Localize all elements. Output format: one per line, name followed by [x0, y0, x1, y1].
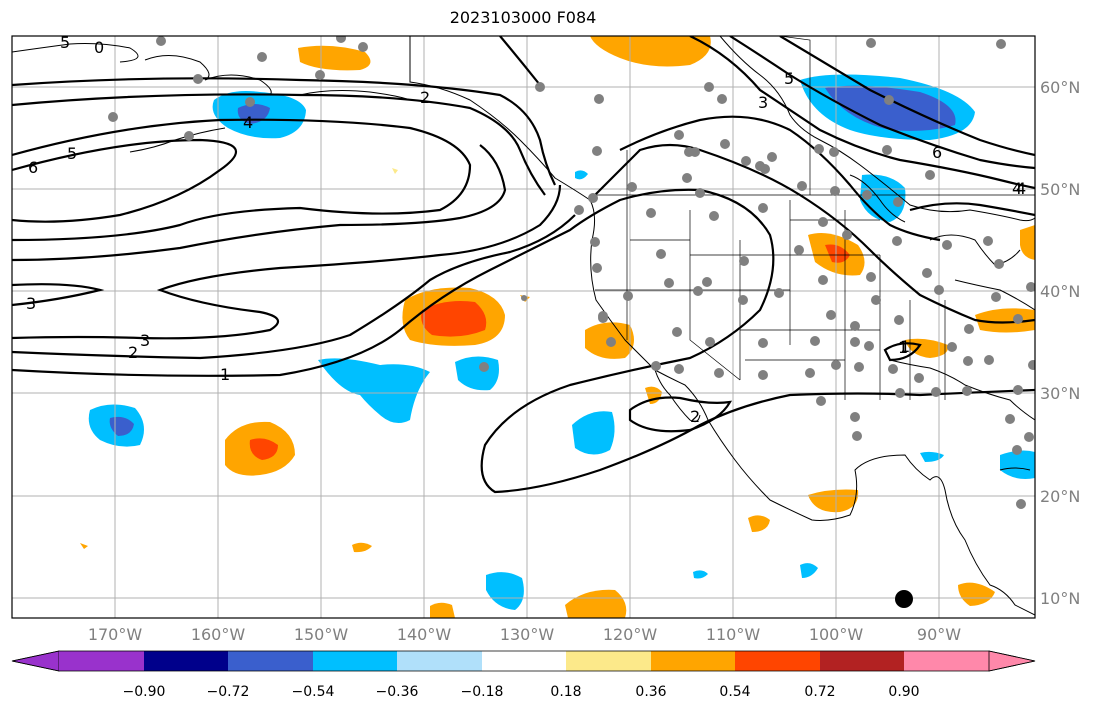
colorbar-segment	[397, 651, 482, 671]
contour-label: 3	[758, 93, 768, 112]
contour-label: 4	[1016, 179, 1026, 198]
colorbar-segment	[313, 651, 397, 671]
colorbar-segment	[904, 651, 989, 671]
colorbar-segment	[482, 651, 566, 671]
contour-label: 1	[220, 365, 230, 384]
lat-label: 60°N	[1040, 78, 1081, 97]
contour-label: 2	[690, 407, 700, 426]
lon-label: 140°W	[396, 625, 452, 644]
lat-label: 10°N	[1040, 589, 1081, 608]
lon-label: 110°W	[705, 625, 761, 644]
contour-label: 1	[898, 338, 908, 357]
contour-label: 4	[1012, 179, 1022, 198]
contour-label: 5	[784, 69, 794, 88]
lon-label: 120°W	[602, 625, 658, 644]
anomaly-orange	[975, 308, 1035, 333]
coastlines	[12, 36, 1035, 616]
lat-label: 40°N	[1040, 282, 1081, 301]
contour-label: 2	[420, 88, 430, 107]
marker-black-dot	[895, 590, 913, 608]
lon-label: 100°W	[808, 625, 864, 644]
colorbar-segment	[228, 651, 313, 671]
anomaly-red	[825, 244, 850, 263]
colorbar-high-extend	[988, 650, 1036, 672]
anomaly-orange	[590, 36, 711, 67]
colorbar-tick-label: 0.72	[804, 684, 836, 700]
contour-label: 3	[140, 331, 150, 350]
station-markers	[108, 36, 1035, 509]
lat-label: 20°N	[1040, 487, 1081, 506]
anomaly-darkblue	[825, 85, 956, 131]
contour-label: 4	[243, 113, 253, 132]
contour-label: 5	[67, 144, 77, 163]
colorbar-tick-label: −0.72	[206, 684, 250, 700]
anomaly-blue	[800, 563, 818, 578]
anomaly-blue	[693, 570, 708, 579]
anomaly-blue	[575, 170, 588, 180]
contour-label: 6	[932, 143, 942, 162]
colorbar-tick-label: −0.18	[460, 684, 504, 700]
anomaly-orange	[1020, 225, 1035, 260]
lon-label: 160°W	[190, 625, 246, 644]
contour-labels: 5 6 5 4 3 2 1 3 2 1 2 3 4 5 6 1 0 4	[26, 33, 1026, 426]
anomaly-blue	[318, 358, 430, 424]
colorbar-segment	[651, 651, 735, 671]
contour-label: 6	[28, 158, 38, 177]
colorbar	[11, 650, 1036, 672]
lon-label: 90°W	[916, 625, 962, 644]
colorbar-segment	[566, 651, 651, 671]
contour-lines	[12, 36, 1035, 494]
map-title: 2023103000 F084	[449, 8, 597, 27]
anomaly-darkblue	[109, 416, 134, 436]
lon-label: 150°W	[293, 625, 349, 644]
colorbar-segment	[144, 651, 228, 671]
colorbar-tick-label: 0.18	[550, 684, 582, 700]
anomaly-orange	[80, 543, 88, 549]
colorbar-outline	[11, 650, 1036, 672]
colorbar-segment	[59, 651, 144, 671]
map-frame	[11, 35, 1036, 619]
anomaly-red	[249, 438, 278, 460]
contour-label: 3	[26, 294, 36, 313]
contour-label: 5	[60, 33, 70, 52]
anomaly-orange	[748, 515, 770, 532]
contour-label: 2	[128, 343, 138, 362]
anomaly-yellow	[392, 168, 398, 174]
anomaly-blue	[1000, 450, 1035, 479]
anomaly-orange	[808, 489, 859, 513]
colorbar-tick-label: 0.90	[888, 684, 920, 700]
colorbar-tick-label: −0.54	[291, 684, 335, 700]
colorbar-segment	[735, 651, 820, 671]
anomaly-orange	[352, 542, 372, 553]
contour-label: 1	[900, 337, 910, 356]
anomaly-blue	[920, 451, 944, 462]
colorbar-tick-label: −0.90	[122, 684, 166, 700]
lon-label: 130°W	[499, 625, 555, 644]
anomaly-red	[421, 301, 487, 337]
anomaly-orange	[565, 589, 627, 618]
anomaly-orange	[958, 582, 995, 606]
colorbar-tick-label: 0.54	[719, 684, 751, 700]
colorbar-tick-label: −0.36	[375, 684, 419, 700]
lon-label: 170°W	[87, 625, 143, 644]
lat-label: 50°N	[1040, 180, 1081, 199]
lat-label: 30°N	[1040, 384, 1081, 403]
anomaly-orange	[430, 602, 455, 618]
colorbar-tick-label: 0.36	[635, 684, 667, 700]
anomaly-blue	[486, 572, 524, 610]
shaded-anomalies	[80, 36, 1035, 618]
anomaly-blue	[572, 411, 615, 455]
colorbar-segment	[820, 651, 904, 671]
colorbar-low-extend	[11, 650, 60, 672]
contour-label: 0	[94, 38, 104, 57]
anomaly-orange	[298, 45, 371, 71]
